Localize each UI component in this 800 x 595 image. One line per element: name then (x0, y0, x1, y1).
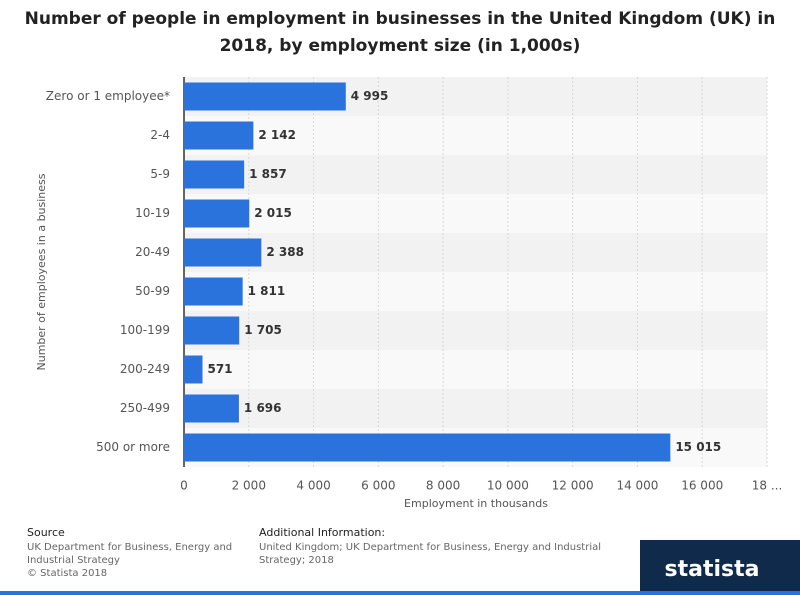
bar (184, 238, 262, 267)
row-band (184, 272, 767, 311)
logo-bg (640, 540, 800, 595)
source-line: © Statista 2018 (27, 568, 107, 579)
value-label: 15 015 (675, 440, 721, 454)
row-band (184, 116, 767, 155)
value-label: 2 015 (254, 206, 292, 220)
y-tick-label: 20-49 (135, 245, 170, 259)
value-label: 1 857 (249, 167, 287, 181)
row-band (184, 389, 767, 428)
row-band (184, 194, 767, 233)
x-axis-label: Employment in thousands (404, 497, 548, 510)
info-title: Additional Information: (259, 526, 385, 539)
x-tick-label: 10 000 (487, 479, 529, 493)
row-band (184, 350, 767, 389)
info-line: Strategy; 2018 (259, 555, 334, 566)
row-band (184, 155, 767, 194)
value-label: 2 388 (266, 245, 304, 259)
x-tick-label: 16 000 (681, 479, 723, 493)
bar (184, 121, 254, 150)
x-tick-label: 14 000 (616, 479, 658, 493)
bar (184, 355, 203, 384)
y-tick-label: 2-4 (150, 128, 170, 142)
y-tick-label: 50-99 (135, 284, 170, 298)
x-tick-label: 18 ... (752, 479, 783, 493)
x-tick-label: 4 000 (296, 479, 330, 493)
value-label: 4 995 (351, 89, 389, 103)
info-line: United Kingdom; UK Department for Busine… (259, 542, 601, 553)
chart-title: Number of people in employment in busine… (24, 9, 776, 56)
x-tick-label: 8 000 (426, 479, 460, 493)
y-tick-label: 100-199 (120, 323, 170, 337)
source-title: Source (27, 526, 65, 539)
y-tick-label: 500 or more (96, 440, 170, 454)
y-tick-label: 200-249 (120, 362, 170, 376)
y-axis-label: Number of employees in a business (35, 173, 48, 370)
row-band (184, 311, 767, 350)
y-tick-label: 10-19 (135, 206, 170, 220)
source-line: Industrial Strategy (27, 555, 120, 566)
x-tick-label: 2 000 (232, 479, 266, 493)
y-tick-label: Zero or 1 employee* (46, 89, 170, 103)
x-tick-label: 0 (180, 479, 188, 493)
value-label: 571 (207, 362, 232, 376)
value-label: 1 705 (244, 323, 282, 337)
source-line: UK Department for Business, Energy and (27, 542, 232, 553)
bar (184, 82, 346, 111)
bar (184, 277, 243, 306)
bar (184, 160, 245, 189)
y-tick-label: 5-9 (150, 167, 170, 181)
bar (184, 199, 250, 228)
x-tick-label: 12 000 (552, 479, 594, 493)
value-label: 1 696 (244, 401, 282, 415)
logo: statista (665, 557, 760, 582)
bottom-strip (0, 591, 800, 595)
value-label: 2 142 (258, 128, 296, 142)
bar (184, 316, 240, 345)
bar (184, 433, 671, 462)
bar (184, 394, 239, 423)
value-label: 1 811 (248, 284, 286, 298)
row-band (184, 233, 767, 272)
x-tick-label: 6 000 (361, 479, 395, 493)
y-tick-label: 250-499 (120, 401, 170, 415)
